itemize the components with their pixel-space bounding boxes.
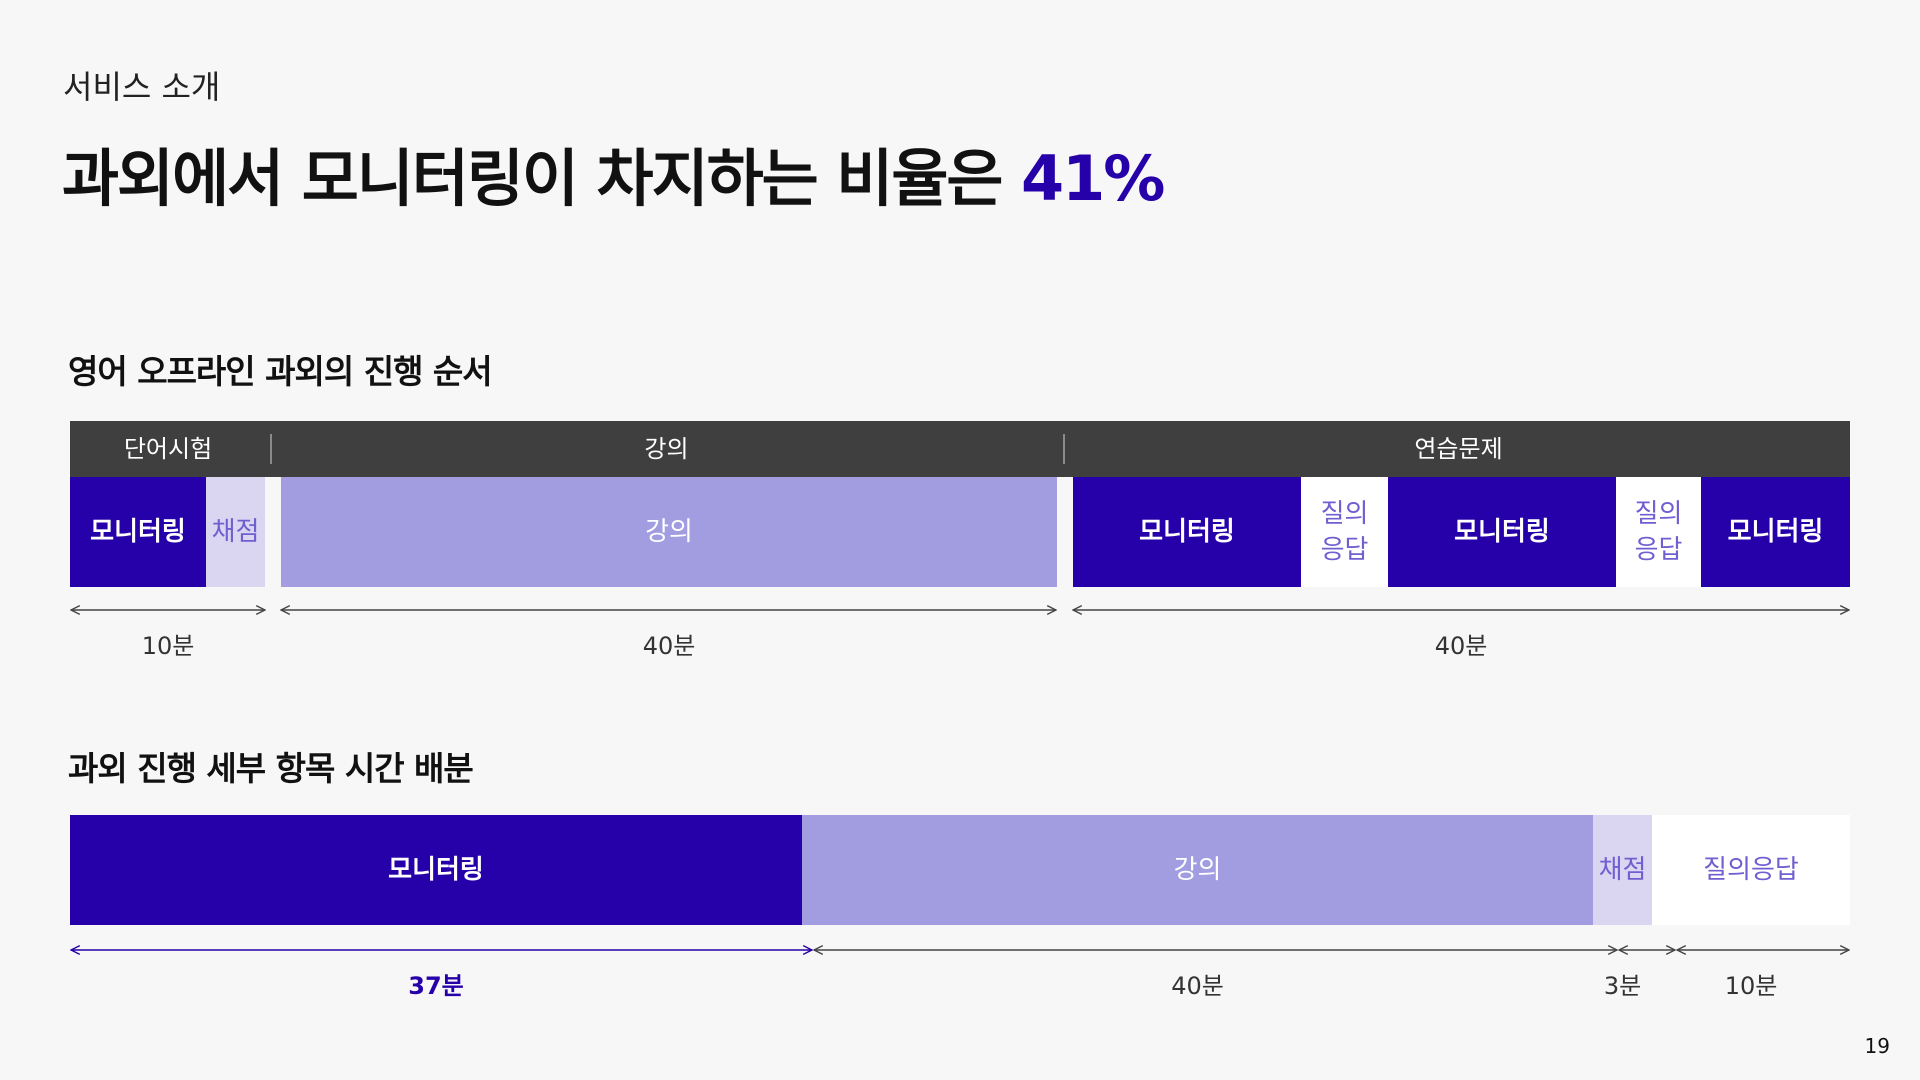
page-number: 19 [1864,1034,1890,1058]
phase-header-bar: 단어시험 강의 연습문제 [70,421,1850,477]
allocation-bar-segment-lecture: 강의 [802,815,1593,925]
title-highlight-percent: 41% [1021,142,1165,215]
title-text: 과외에서 모니터링이 차지하는 비율은 [62,142,1003,215]
timeline-heading: 영어 오프라인 과외의 진행 순서 [68,352,493,391]
phase-label-word-test: 단어시험 [123,435,213,463]
allocation-bar-segment-qa: 질의응답 [1652,815,1850,925]
section-label: 서비스 소개 [63,68,221,106]
allocation-duration-labels: 37분 40분 3분 10분 [70,966,1850,1000]
allocation-heading: 과외 진행 세부 항목 시간 배분 [68,749,474,788]
allocation-bar: 모니터링 강의 채점 질의응답 [70,815,1850,925]
timeline-segment-qa: 질의 응답 [1301,477,1388,587]
allocation-duration-label-qa: 10분 [1724,972,1778,1000]
phase-divider [270,434,272,464]
allocation-bar-segment-monitoring: 모니터링 [70,815,802,925]
phase-label-practice: 연습문제 [1414,435,1503,463]
page-title: 과외에서 모니터링이 차지하는 비율은 41% [62,128,1165,218]
timeline-segment-monitoring: 모니터링 [1073,477,1301,587]
allocation-duration-label-monitoring: 37분 [408,972,464,1000]
phase-label-lecture: 강의 [644,435,689,463]
timeline-segment-grading: 채점 [206,477,265,587]
timeline-segment-qa: 질의 응답 [1616,477,1701,587]
phase-divider [1063,434,1065,464]
allocation-duration-label-grading: 3분 [1603,972,1642,1000]
allocation-bar-segment-grading: 채점 [1593,815,1652,925]
timeline-segment-monitoring: 모니터링 [1388,477,1616,587]
allocation-duration-label-lecture: 40분 [1171,972,1224,1000]
duration-label-word-test: 10분 [141,632,195,660]
duration-label-practice: 40분 [1434,632,1488,660]
timeline-segment-monitoring: 모니터링 [1701,477,1850,587]
duration-label-lecture: 40분 [642,632,696,660]
timeline-segment-monitoring: 모니터링 [70,477,206,587]
timeline-segment-lecture: 강의 [281,477,1057,587]
